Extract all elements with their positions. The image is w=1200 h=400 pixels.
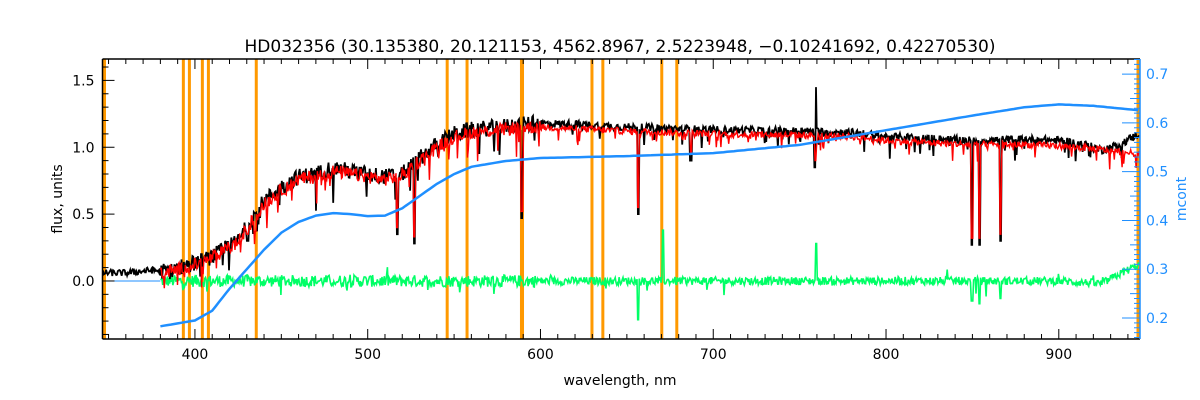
x-axis-label: wavelength, nm: [564, 373, 677, 389]
axes: [101, 58, 1141, 340]
y2-tick-label: 0.2: [1146, 311, 1168, 327]
x-tick-label: 400: [182, 347, 209, 363]
x-tick-label: 800: [873, 347, 900, 363]
x-tick-label: 500: [354, 347, 381, 363]
y2-tick-label: 0.6: [1146, 116, 1168, 132]
y2-tick-label: 0.4: [1146, 213, 1168, 229]
line-markers: [103, 59, 1140, 339]
y-tick-label: 0.0: [72, 274, 94, 290]
y2-axis-label: mcont: [1174, 176, 1190, 221]
observed-flux-series: [102, 87, 1140, 280]
mcont-series: [160, 103, 1139, 328]
series-group: [102, 87, 1140, 328]
y2-tick-label: 0.7: [1146, 67, 1168, 83]
x-tick-label: 700: [700, 347, 727, 363]
y-tick-label: 1.5: [72, 73, 94, 89]
y-tick-label: 1.0: [72, 140, 94, 156]
y2-tick-label: 0.5: [1146, 165, 1168, 181]
residual-series: [160, 229, 1140, 321]
y-tick-label: 0.5: [72, 207, 94, 223]
x-tick-label: 900: [1045, 347, 1072, 363]
y2-tick-label: 0.3: [1146, 262, 1168, 278]
x-tick-label: 600: [527, 347, 554, 363]
model-flux-series: [159, 121, 1140, 289]
tick-labels: 400 500 600 700 800 900 0.0 0.5 1.0 1.5 0.2 0.3 0.4 0…: [72, 67, 1168, 363]
chart-title: HD032356 (30.135380, 20.121153, 4562.896…: [245, 37, 996, 57]
y-axis-label: flux, units: [50, 164, 66, 233]
